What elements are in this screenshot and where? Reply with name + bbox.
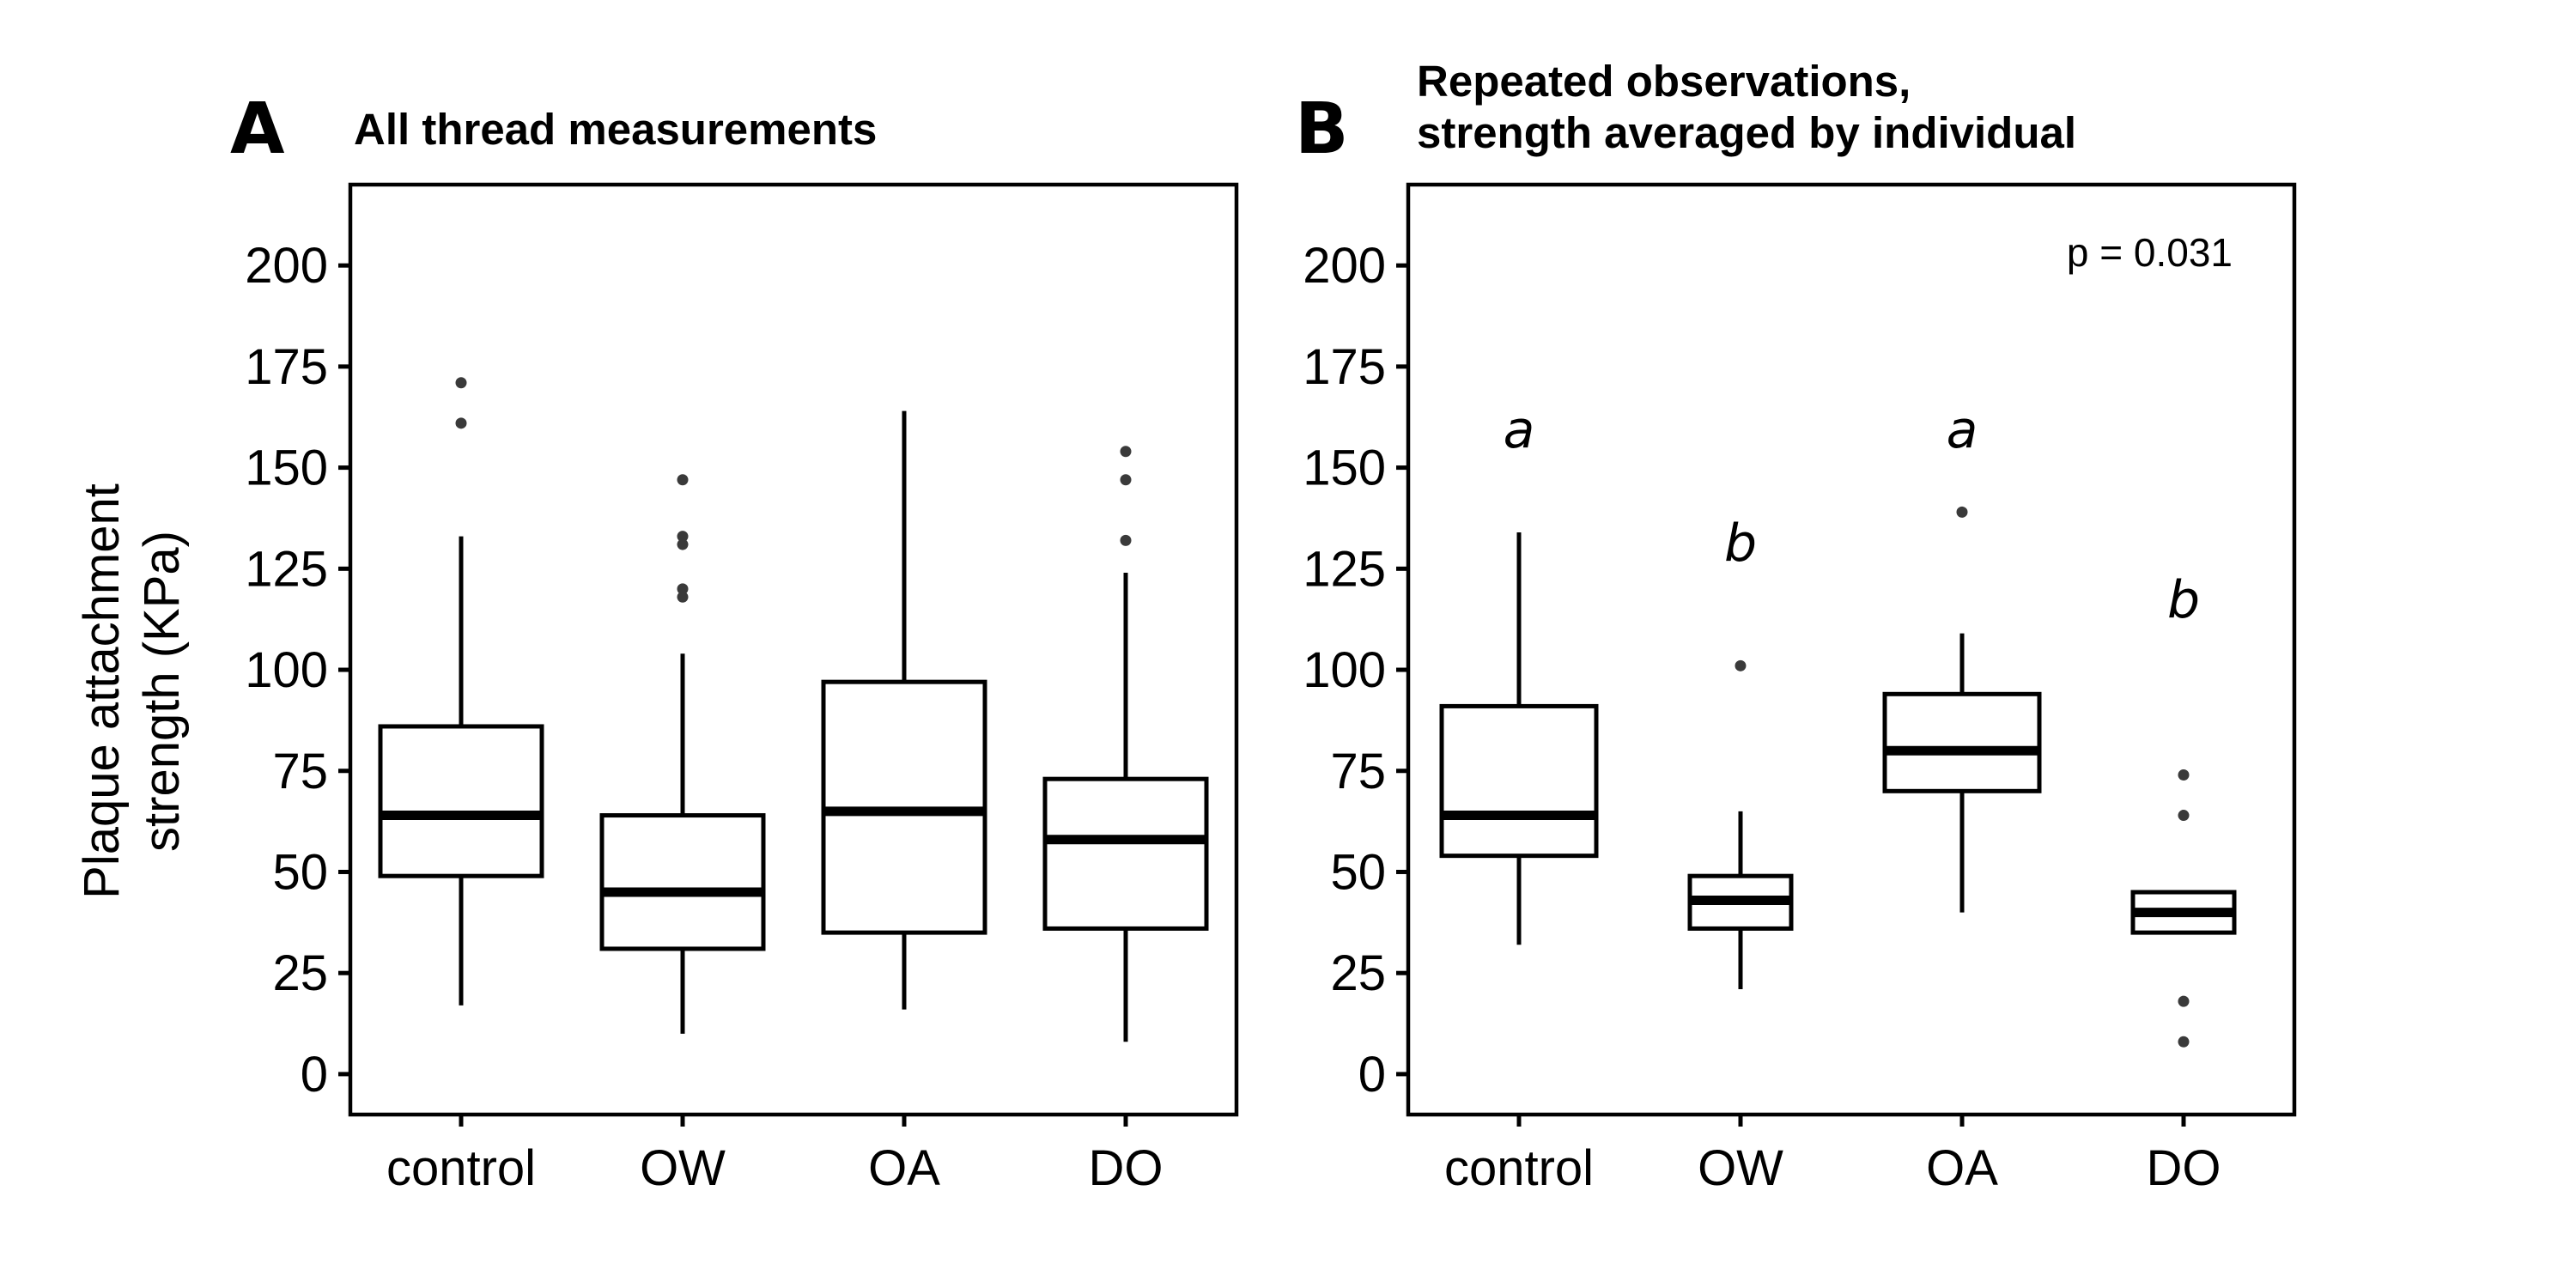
box-oa	[821, 410, 987, 1010]
box-control	[378, 377, 544, 1005]
y-tick-label: 50	[272, 844, 328, 900]
outlier-point	[2178, 1036, 2190, 1048]
box-do: b	[2130, 570, 2237, 1048]
y-tick-label: 150	[1303, 440, 1386, 496]
y-tick-label: 100	[1303, 642, 1386, 698]
y-tick-label: 200	[245, 238, 328, 294]
outlier-point	[677, 531, 689, 543]
y-tick-label: 75	[1330, 744, 1386, 799]
y-tick-label: 75	[272, 744, 328, 799]
panel-a: A All thread measurements 0 25 50 75 100 125 150…	[230, 88, 1239, 1196]
outlier-point	[1735, 659, 1747, 671]
outlier-point	[2178, 810, 2190, 822]
y-tick-label: 0	[301, 1047, 328, 1103]
significance-letter: b	[2167, 570, 2200, 630]
panel-title: Repeated observations,	[1417, 57, 1911, 106]
y-tick-label: 125	[1303, 541, 1386, 597]
y-axis-label-line1: Plaque attachment	[74, 483, 130, 899]
outlier-point	[677, 474, 689, 486]
y-tick-label: 175	[1303, 339, 1386, 395]
p-value-annotation: p = 0.031	[2067, 230, 2233, 275]
outlier-point	[677, 591, 689, 603]
plot-frame	[348, 182, 1239, 1117]
box-control: a	[1439, 400, 1599, 945]
y-tick-label: 25	[272, 945, 328, 1001]
panel-title: strength averaged by individual	[1417, 108, 2076, 157]
x-tick-label: DO	[2147, 1140, 2221, 1196]
significance-letter: a	[1947, 400, 1978, 460]
outlier-point	[455, 417, 467, 429]
x-tick-label: DO	[1089, 1140, 1163, 1196]
box-ow	[599, 474, 766, 1034]
y-tick-label: 175	[245, 339, 328, 395]
x-tick-label: OA	[868, 1140, 940, 1196]
outlier-point	[1120, 446, 1132, 458]
box-do	[1042, 446, 1209, 1042]
significance-letter: a	[1504, 400, 1535, 460]
y-tick-label: 150	[245, 440, 328, 496]
box-iqr	[1439, 703, 1599, 859]
y-tick-label: 25	[1330, 945, 1386, 1001]
x-tick-label: control	[386, 1140, 536, 1196]
y-tick-label: 200	[1303, 238, 1386, 294]
plot-frame	[1406, 182, 2297, 1117]
outlier-point	[2178, 995, 2190, 1007]
y-tick-label: 100	[245, 642, 328, 698]
x-tick-label: OA	[1926, 1140, 1998, 1196]
box-ow: b	[1687, 513, 1794, 990]
panel-letter: B	[1295, 88, 1349, 170]
box-iqr	[1882, 691, 2042, 793]
y-tick-label: 0	[1358, 1047, 1386, 1103]
outlier-point	[1956, 506, 1968, 518]
box-iqr	[1042, 776, 1209, 931]
outlier-point	[1120, 534, 1132, 546]
box-iqr	[378, 724, 544, 878]
significance-letter: b	[1724, 513, 1757, 574]
y-tick-label: 50	[1330, 844, 1386, 900]
x-tick-label: OW	[1698, 1140, 1783, 1196]
box-oa: a	[1882, 400, 2042, 913]
outlier-point	[1120, 474, 1132, 486]
y-tick-label: 125	[245, 541, 328, 597]
x-tick-label: OW	[640, 1140, 726, 1196]
panel-b: B Repeated observations,strength averaged…	[1295, 57, 2297, 1196]
box-iqr	[599, 813, 766, 951]
x-tick-label: control	[1444, 1140, 1594, 1196]
outlier-point	[2178, 769, 2190, 781]
y-axis-label-line2: strength (KPa)	[134, 531, 190, 852]
panel-letter: A	[230, 88, 285, 170]
panel-title: All thread measurements	[354, 105, 877, 154]
outlier-point	[677, 583, 689, 595]
outlier-point	[455, 377, 467, 389]
outlier-point	[677, 538, 689, 550]
